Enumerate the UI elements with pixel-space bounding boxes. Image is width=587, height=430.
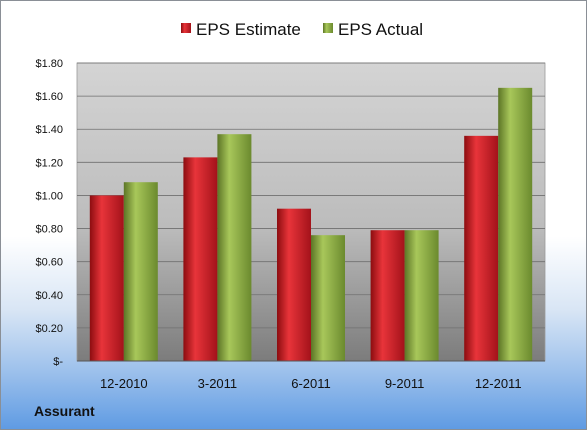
y-tick-label: $0.20 (35, 323, 63, 335)
y-tick-label: $1.00 (35, 190, 63, 202)
y-tick-label: $0.60 (35, 257, 63, 269)
x-tick-label: 9-2011 (385, 376, 425, 391)
bar-actual (123, 182, 158, 361)
axes: $- $0.20 $0.40 $0.60 $0.80 $1.00 $1.20 $1.40 $1.… (35, 58, 545, 391)
x-tick-label: 3-2011 (198, 376, 238, 391)
bar-actual (217, 134, 252, 361)
bar-actual (311, 235, 345, 361)
bar-estimate (277, 208, 311, 361)
y-tick-label: $0.40 (35, 290, 63, 302)
legend-label: EPS Actual (338, 20, 423, 39)
bar-estimate (89, 195, 124, 361)
bar-estimate (183, 157, 218, 361)
legend: EPS Estimate EPS Actual (181, 20, 423, 39)
y-tick-label: $1.60 (35, 91, 63, 103)
legend-swatch (181, 23, 191, 33)
legend-label: EPS Estimate (196, 20, 301, 39)
legend-swatch (323, 23, 333, 33)
bars (89, 87, 533, 361)
y-tick-label: $1.40 (35, 124, 63, 136)
y-tick-label: $0.80 (35, 224, 63, 236)
x-tick-label: 12-2011 (475, 376, 522, 391)
bar-estimate (464, 135, 499, 361)
bar-actual (404, 230, 439, 361)
bar-actual (498, 87, 533, 361)
x-tick-label: 12-2010 (100, 376, 148, 391)
y-tick-label: $1.20 (35, 157, 63, 169)
y-tick-label: $- (53, 356, 63, 368)
y-tick-label: $1.80 (35, 58, 63, 70)
x-tick-label: 6-2011 (291, 376, 331, 391)
company-name: Assurant (34, 403, 95, 419)
bar-estimate (370, 230, 405, 361)
